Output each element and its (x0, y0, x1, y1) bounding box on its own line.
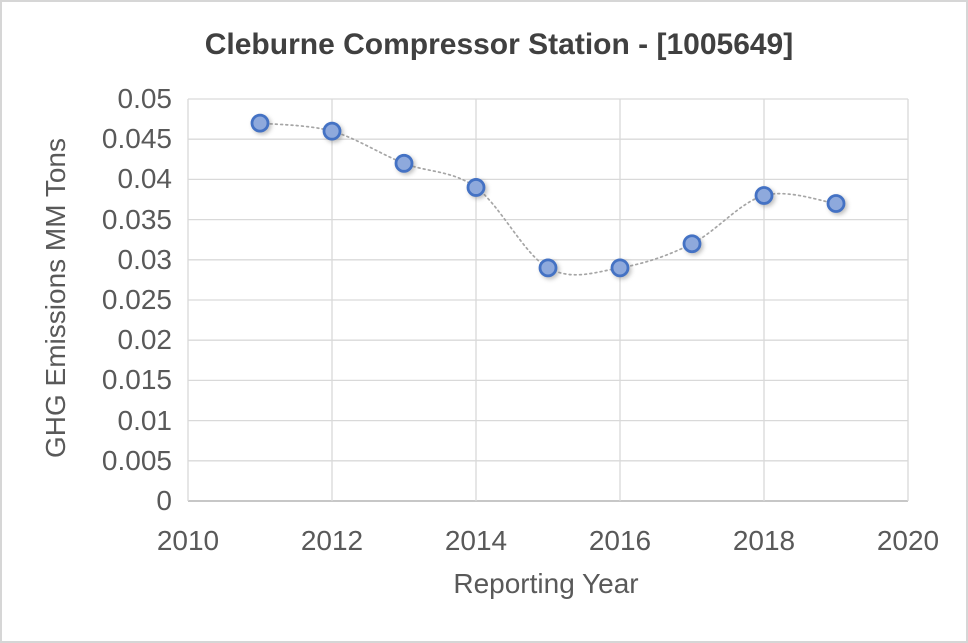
chart-title: Cleburne Compressor Station - [1005649] (204, 28, 794, 61)
y-tick-label: 0.04 (117, 163, 173, 195)
data-point-marker (826, 194, 846, 213)
x-tick-label: 2018 (732, 525, 796, 556)
y-tick-label: 0.005 (101, 444, 172, 476)
x-tick-label: 2010 (156, 525, 220, 556)
data-point-marker (610, 258, 630, 278)
y-tick-label: 0.02 (117, 324, 173, 356)
y-tick-label: 0.03 (117, 243, 173, 275)
data-point-marker (682, 234, 702, 254)
x-tick-label: 2012 (300, 525, 364, 556)
y-tick-label: 0.05 (117, 83, 173, 114)
y-tick-label: 0.01 (117, 404, 173, 436)
y-tick-label: 0.025 (101, 284, 172, 315)
data-point-marker (538, 258, 558, 278)
x-tick-label: 2016 (588, 525, 652, 556)
y-tick-label: 0.035 (101, 203, 172, 235)
data-point-marker (394, 153, 414, 173)
x-tick-label: 2020 (876, 525, 940, 556)
series-connector-line (259, 122, 837, 276)
y-tick-label: 0.015 (101, 364, 172, 396)
data-point-marker (322, 121, 342, 141)
data-point-marker (754, 186, 774, 205)
data-point-marker (466, 178, 486, 197)
x-axis-title: Reporting Year (453, 568, 639, 599)
x-tick-label: 2014 (444, 525, 508, 556)
data-point-marker (250, 113, 270, 133)
y-tick-label: 0.045 (101, 123, 172, 155)
y-tick-label: 0 (156, 485, 172, 516)
